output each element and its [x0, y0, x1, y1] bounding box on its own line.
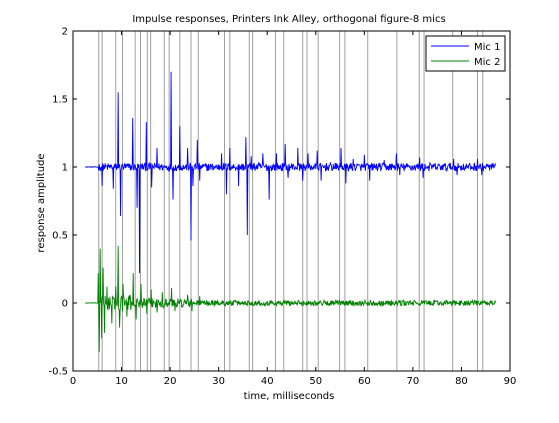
series-line-mic-2 — [85, 245, 496, 352]
x-axis-label: time, milliseconds — [244, 391, 335, 402]
x-tick-label: 30 — [212, 376, 225, 387]
axes-box — [72, 30, 511, 372]
legend: Mic 1 Mic 2 — [425, 35, 506, 72]
x-tick-label: 90 — [504, 376, 517, 387]
x-tick-label: 20 — [164, 376, 177, 387]
x-tick-label: 10 — [115, 376, 128, 387]
x-tick-label: 50 — [309, 376, 322, 387]
y-tick-label: 2 — [62, 27, 68, 38]
reflection-markers — [98, 31, 484, 371]
legend-label-mic-1: Mic 1 — [474, 42, 500, 53]
x-tick-label: 70 — [407, 376, 420, 387]
series-line-mic-1 — [85, 71, 496, 274]
x-tick-label: 60 — [358, 376, 371, 387]
y-axis-label: response amplitude — [36, 153, 47, 252]
y-tick-label: 0.5 — [52, 231, 68, 242]
y-tick-label: 1 — [62, 163, 68, 174]
series-layer — [85, 71, 496, 352]
y-tick-label: 0 — [62, 299, 68, 310]
x-tick-label: 40 — [261, 376, 274, 387]
x-tick-label: 0 — [70, 376, 76, 387]
x-tick-label: 80 — [455, 376, 468, 387]
y-tick-label: -0.5 — [48, 367, 68, 378]
y-axis-ticks: -0.5 0 0.5 1 1.5 2 — [48, 27, 510, 378]
x-axis-ticks: 0 10 20 30 40 50 60 70 80 90 — [70, 31, 517, 387]
legend-label-mic-2: Mic 2 — [474, 57, 500, 68]
y-tick-label: 1.5 — [52, 95, 68, 106]
chart-title: Impulse responses, Printers Ink Alley, o… — [132, 14, 445, 25]
legend-box — [425, 35, 506, 72]
